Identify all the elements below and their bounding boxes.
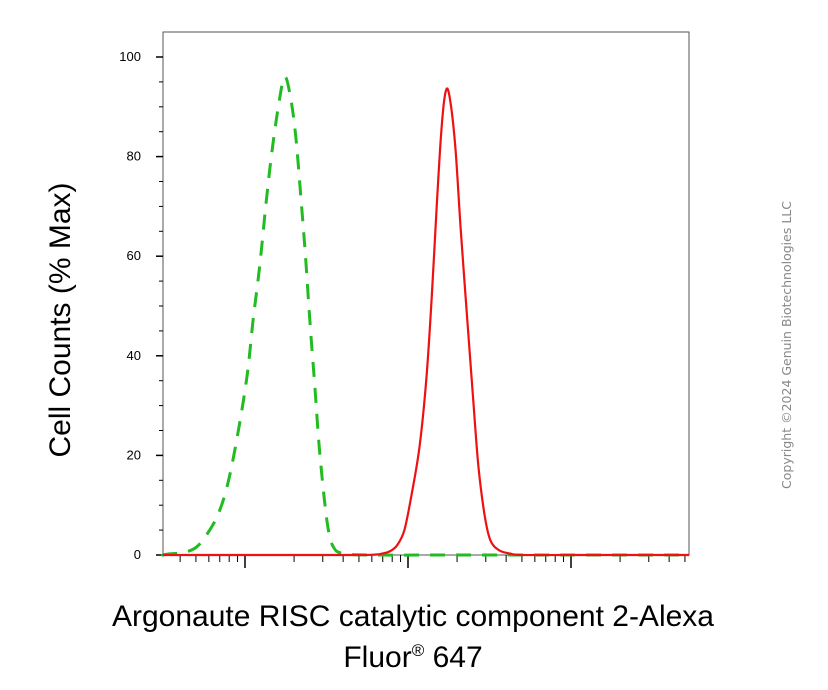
x-axis (179, 555, 686, 568)
series-line-solid-red (163, 87, 689, 557)
y-tick-label: 60 (127, 248, 141, 263)
x-axis-title-fluor: Fluor (343, 641, 411, 674)
series-line-dashed-green (161, 75, 689, 557)
y-tick-label: 0 (134, 547, 141, 562)
y-axis: 0 20 40 60 80 100 (119, 49, 163, 562)
y-tick-label: 100 (119, 49, 141, 64)
x-axis-title-registered: ® (412, 641, 425, 660)
plot-frame (162, 31, 690, 556)
x-axis-title-line2: Fluor® 647 (343, 641, 482, 674)
y-tick-label: 40 (127, 348, 141, 363)
x-axis-title-line1: Argonaute RISC catalytic component 2-Ale… (112, 600, 714, 633)
copyright-text: Copyright ©2024 Genuin Biotechnologies L… (779, 201, 794, 489)
x-axis-title-647: 647 (424, 641, 482, 674)
y-axis-title: Cell Counts (% Max) (44, 182, 77, 457)
series-layer (161, 75, 689, 557)
y-tick-label: 80 (127, 149, 141, 164)
y-tick-label: 20 (127, 447, 141, 462)
